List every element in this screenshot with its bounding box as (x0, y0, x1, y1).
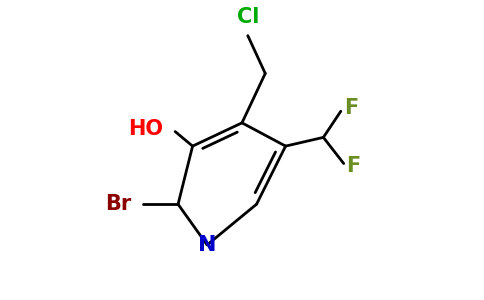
Text: F: F (344, 98, 358, 118)
Text: Br: Br (106, 194, 132, 214)
Text: N: N (198, 235, 216, 255)
Text: Cl: Cl (237, 7, 259, 27)
Text: HO: HO (129, 119, 164, 139)
Text: F: F (347, 156, 361, 176)
